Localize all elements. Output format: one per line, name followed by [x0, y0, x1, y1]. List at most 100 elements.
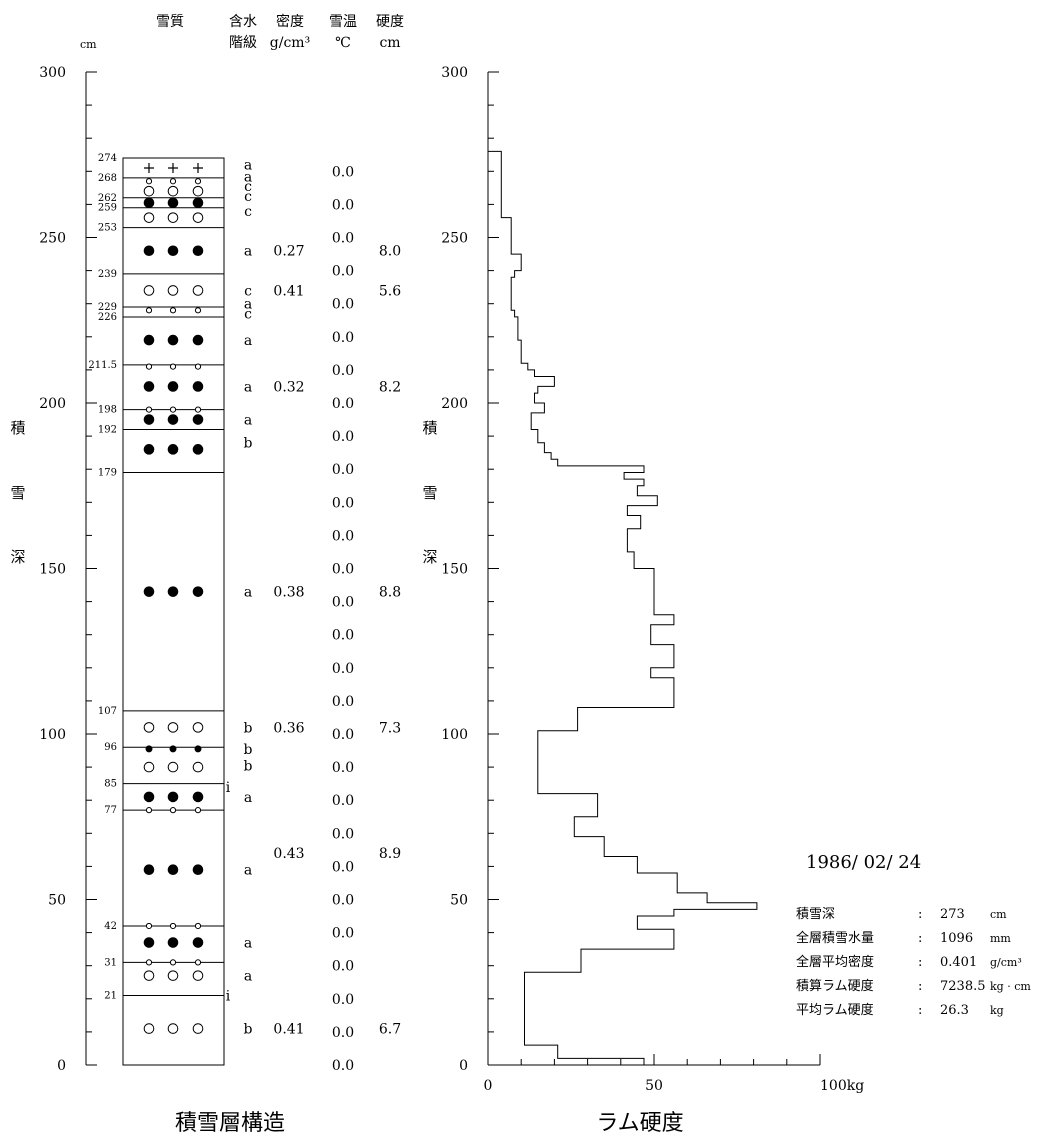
- hardness-cm-value: 8.9: [379, 846, 401, 862]
- grain-symbol-filled: [192, 864, 204, 876]
- header-hardness-1: 硬度: [376, 14, 404, 30]
- header-snow-temp-1: 雪温: [329, 14, 357, 30]
- summary-value: 1096: [940, 931, 973, 946]
- layer-boundary-label: 107: [98, 706, 117, 717]
- grain-symbol-filled: [192, 791, 204, 803]
- grain-symbol-small-open: [194, 406, 202, 413]
- grain-symbol-open: [167, 722, 179, 733]
- grain-symbol-filled: [167, 381, 179, 392]
- grain-symbol-open: [192, 285, 204, 296]
- water-class-label: c: [244, 283, 252, 299]
- grain-symbol-plus: [144, 162, 154, 173]
- ice-layer-mark: i: [226, 780, 231, 796]
- snow-temp-value: 0.0: [332, 264, 354, 280]
- grain-symbol-open: [192, 722, 204, 733]
- snow-temp-value: 0.0: [332, 926, 354, 942]
- header-water-class-2: 階級: [229, 35, 257, 51]
- snow-temp-value: 0.0: [332, 595, 354, 611]
- grain-symbol-filled: [167, 334, 179, 346]
- depth-label-right-1: 積: [422, 419, 437, 437]
- ram-hardness-series-line: [488, 150, 758, 1065]
- grain-symbol-filled: [167, 197, 179, 209]
- snow-temp-value: 0.0: [332, 992, 354, 1008]
- grain-symbol-small-open: [194, 178, 202, 185]
- grain-symbol-small-open: [169, 406, 177, 413]
- water-class-label: b: [244, 1022, 253, 1038]
- summary-label: 全層積雪水量: [796, 930, 874, 946]
- snow-temp-value: 0.0: [332, 330, 354, 346]
- grain-symbol-filled: [192, 414, 204, 425]
- left-tick-label: 50: [48, 893, 66, 909]
- layer-boundary-label: 21: [104, 990, 117, 1001]
- grain-symbol-open: [143, 285, 155, 296]
- right-axis-ticks: 0 50 100 150 200 250 300 0 50 100kg: [441, 65, 864, 1094]
- layer-boundary-label: 42: [104, 921, 117, 932]
- grain-symbol-small-filled: [194, 745, 202, 753]
- hardness-cm-value: 8.0: [379, 244, 401, 260]
- layer-boundary-label: 239: [98, 269, 117, 280]
- grain-symbol-small-open: [145, 959, 153, 966]
- header-cm-unit: cm: [80, 38, 97, 51]
- grain-symbol-open: [167, 212, 179, 223]
- grain-symbol-small-filled: [145, 745, 153, 753]
- layer-boundary-label: 192: [98, 424, 117, 435]
- snow-temp-value: 0.0: [332, 826, 354, 842]
- water-class-label: a: [244, 936, 252, 952]
- ice-layer-mark: i: [226, 988, 231, 1004]
- snow-temp-value: 0.0: [332, 694, 354, 710]
- grain-symbol-filled: [143, 197, 155, 209]
- grain-symbol-filled: [143, 245, 155, 257]
- grain-symbol-filled: [167, 864, 179, 876]
- layer-boundary-label: 179: [98, 468, 117, 479]
- depth-label-right-3: 深: [422, 548, 437, 566]
- snow-temp-value: 0.0: [332, 1058, 354, 1074]
- density-value: 0.32: [273, 379, 304, 395]
- left-tick-label: 150: [39, 562, 66, 578]
- layer-boundary-label: 211.5: [88, 360, 117, 371]
- x-tick-label: 0: [484, 1078, 493, 1094]
- snow-temp-value: 0.0: [332, 893, 354, 909]
- water-class-label: a: [244, 379, 252, 395]
- water-class-label: a: [244, 413, 252, 429]
- grain-symbol-filled: [167, 245, 179, 257]
- left-tick-label: 0: [57, 1058, 66, 1074]
- snow-temp-value: 0.0: [332, 793, 354, 809]
- grain-symbol-small-open: [145, 406, 153, 413]
- grain-symbol-filled: [192, 937, 204, 948]
- summary-label: 全層平均密度: [796, 954, 874, 970]
- snow-temp-value: 0.0: [332, 562, 354, 578]
- grain-symbol-filled: [143, 414, 155, 425]
- grain-symbols: [143, 162, 204, 1034]
- grain-symbol-open: [192, 1023, 204, 1034]
- depth-label-2: 雪: [10, 484, 25, 502]
- snow-temp-value: 0.0: [332, 164, 354, 180]
- water-class-label: c: [244, 189, 252, 205]
- grain-symbol-filled: [167, 586, 179, 597]
- water-class-label: b: [244, 742, 253, 758]
- snow-temp-value: 0.0: [332, 462, 354, 478]
- depth-label-1: 積: [10, 419, 25, 437]
- summary-label: 積算ラム硬度: [796, 978, 874, 994]
- x-axis-label: 100kg: [820, 1078, 864, 1094]
- layer-boundary-label: 226: [98, 312, 117, 323]
- grain-symbol-filled: [143, 444, 155, 455]
- snow-temp-value: 0.0: [332, 231, 354, 247]
- summary-separator: :: [918, 979, 922, 994]
- snow-temp-value: 0.0: [332, 396, 354, 412]
- summary-separator: :: [918, 955, 922, 970]
- grain-symbol-small-open: [169, 807, 177, 814]
- right-y-tick-label: 100: [441, 727, 468, 743]
- layer-boundary-label: 96: [104, 742, 117, 753]
- grain-symbol-plus: [193, 162, 203, 173]
- grain-symbol-filled: [192, 334, 204, 346]
- grain-symbol-filled: [143, 791, 155, 803]
- right-y-tick-label: 250: [441, 231, 468, 247]
- summary-value: 26.3: [940, 1003, 969, 1018]
- water-class-label: c: [244, 179, 252, 195]
- grain-symbol-small-open: [169, 363, 177, 370]
- snow-temp-value: 0.0: [332, 197, 354, 213]
- water-class-label: c: [244, 307, 252, 323]
- left-tick-label: 100: [39, 727, 66, 743]
- water-class-label: a: [244, 158, 252, 174]
